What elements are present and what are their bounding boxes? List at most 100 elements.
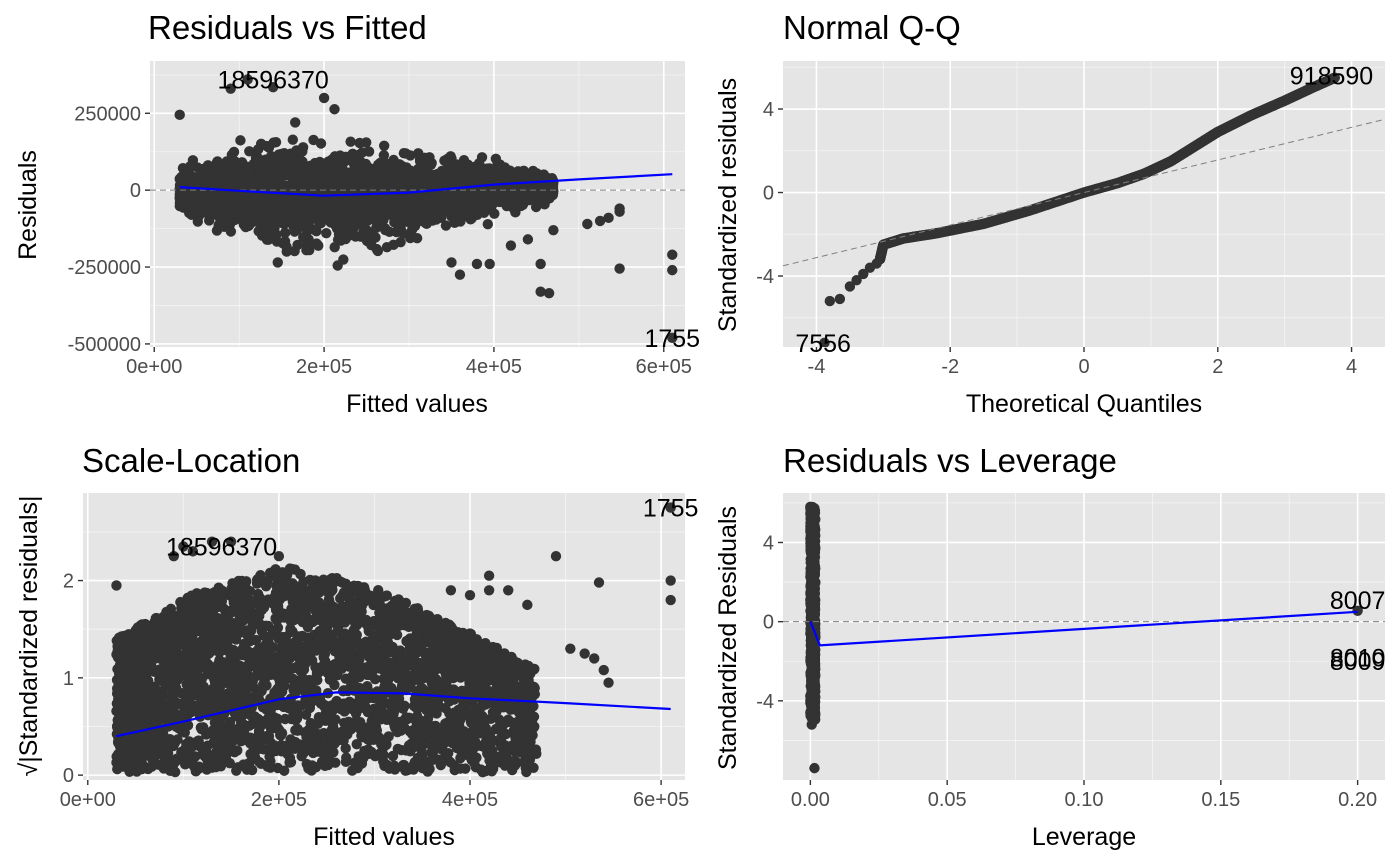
data-point (824, 295, 836, 307)
data-point (174, 109, 185, 121)
point-label: 918590 (1290, 63, 1373, 91)
data-point (289, 226, 300, 237)
data-point (548, 224, 559, 236)
data-point (1329, 72, 1341, 83)
data-point (217, 214, 228, 226)
data-point (350, 231, 361, 242)
data-point (530, 201, 542, 213)
data-point (504, 165, 516, 176)
y-tick-label: 0 (63, 765, 74, 787)
data-point (436, 207, 448, 218)
data-point (535, 286, 546, 297)
data-point (255, 138, 267, 150)
data-point (851, 274, 862, 286)
data-point (351, 738, 362, 750)
chart-title: Scale-Location (82, 442, 300, 479)
data-point (247, 204, 259, 215)
data-point (265, 205, 277, 216)
data-point (304, 213, 316, 225)
data-point (287, 134, 299, 145)
chart-title: Residuals vs Fitted (148, 9, 427, 46)
data-point (348, 218, 359, 230)
y-axis-label: √|Standardized residuals| (15, 495, 43, 776)
data-point (230, 207, 242, 218)
data-point (266, 172, 277, 183)
data-point (363, 228, 374, 239)
y-tick-label: 4 (763, 99, 774, 121)
data-point (340, 756, 352, 768)
x-tick-label: 4 (1346, 356, 1357, 378)
data-point (317, 211, 328, 222)
data-point (451, 191, 463, 203)
y-axis-label: Residuals (14, 150, 42, 260)
y-axis-label: Standardized residuals (714, 78, 742, 332)
data-point (218, 657, 229, 668)
data-point (614, 263, 625, 274)
y-tick-label: -4 (756, 266, 774, 288)
data-point (290, 117, 301, 128)
data-point (367, 182, 379, 193)
data-point (226, 149, 238, 160)
data-point (440, 197, 451, 208)
data-point (274, 183, 285, 195)
data-point (211, 225, 223, 236)
data-point (267, 81, 279, 93)
data-point (249, 191, 260, 202)
data-point (330, 154, 341, 165)
data-point (455, 216, 466, 227)
x-tick-label: 6e+05 (633, 789, 689, 811)
data-point (667, 264, 678, 276)
data-point (378, 140, 390, 152)
data-point (286, 153, 297, 164)
data-point (332, 234, 344, 245)
data-point (430, 195, 441, 206)
data-point (446, 257, 457, 268)
data-point (231, 765, 242, 776)
data-point (441, 157, 452, 168)
y-tick-label: 1 (63, 668, 74, 690)
data-point (200, 169, 211, 181)
data-point (313, 240, 324, 251)
data-point (448, 175, 459, 186)
data-point (294, 173, 305, 185)
point-label: 1755 (644, 325, 700, 353)
data-point (224, 171, 235, 182)
data-point (819, 337, 830, 347)
chart-title: Normal Q-Q (783, 9, 961, 46)
data-point (667, 249, 678, 260)
x-axis-label: Theoretical Quantiles (966, 390, 1202, 418)
data-point (473, 158, 485, 169)
data-point (858, 268, 869, 280)
data-point (454, 269, 466, 280)
data-point (340, 233, 351, 245)
data-point (393, 178, 405, 190)
data-point (297, 672, 308, 683)
data-point (258, 213, 270, 225)
data-point (208, 189, 219, 200)
data-point (323, 202, 335, 213)
x-tick-label: 2e+05 (251, 789, 307, 811)
x-tick-label: -4 (808, 356, 826, 378)
data-point (402, 209, 413, 220)
data-point (354, 191, 365, 202)
data-point (283, 194, 294, 206)
data-point (406, 192, 417, 204)
data-point (667, 332, 678, 343)
data-point (244, 146, 255, 157)
y-tick-label: 250000 (74, 103, 141, 125)
data-point (547, 174, 558, 185)
data-point (482, 218, 494, 230)
data-point (177, 192, 189, 204)
data-point (321, 227, 332, 239)
data-point (388, 154, 399, 166)
data-point (582, 218, 593, 230)
data-point (356, 176, 367, 187)
data-point (505, 240, 517, 251)
y-tick-label: -250000 (68, 257, 141, 279)
data-point (318, 92, 330, 104)
data-point (297, 219, 308, 230)
data-point (345, 136, 356, 147)
plot-content (111, 502, 676, 778)
